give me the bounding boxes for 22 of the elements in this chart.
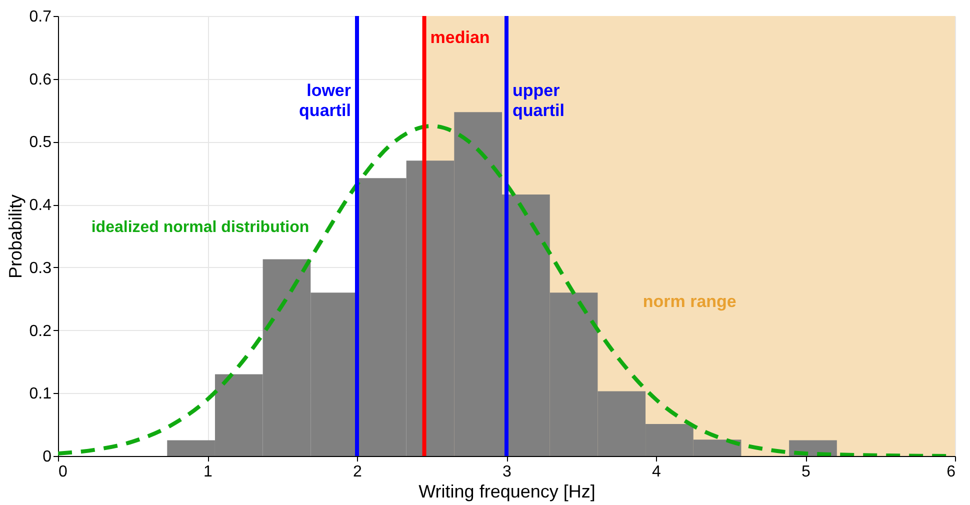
x-tick-label: 1 bbox=[204, 464, 213, 480]
ref-line-label: upper quartil bbox=[512, 80, 564, 120]
y-tick-label: 0.7 bbox=[29, 8, 52, 26]
x-tick-label: 4 bbox=[652, 464, 662, 480]
x-axis-title: Writing frequency [Hz] bbox=[418, 482, 596, 502]
y-tick-label: 0 bbox=[42, 448, 52, 466]
ref-line-label: median bbox=[430, 28, 490, 47]
x-tick-label: 5 bbox=[802, 464, 811, 480]
x-tick-label: 3 bbox=[502, 464, 512, 480]
y-tick-label: 0.5 bbox=[29, 134, 52, 152]
ref-line-label: lower quartil bbox=[299, 80, 352, 120]
x-tick-label: 6 bbox=[946, 464, 956, 480]
y-tick-label: 0.6 bbox=[29, 71, 52, 88]
x-tick-label: 2 bbox=[353, 464, 362, 480]
y-tick-label: 0.2 bbox=[29, 322, 52, 340]
y-axis-title: Probability bbox=[5, 194, 26, 279]
y-tick-label: 0.1 bbox=[29, 386, 52, 403]
band-label: norm range bbox=[642, 292, 736, 311]
x-tick-label: 0 bbox=[58, 464, 68, 480]
y-tick-label: 0.3 bbox=[29, 260, 52, 277]
y-tick-label: 0.4 bbox=[29, 197, 52, 214]
series-label: idealized normal distribution bbox=[91, 219, 310, 236]
